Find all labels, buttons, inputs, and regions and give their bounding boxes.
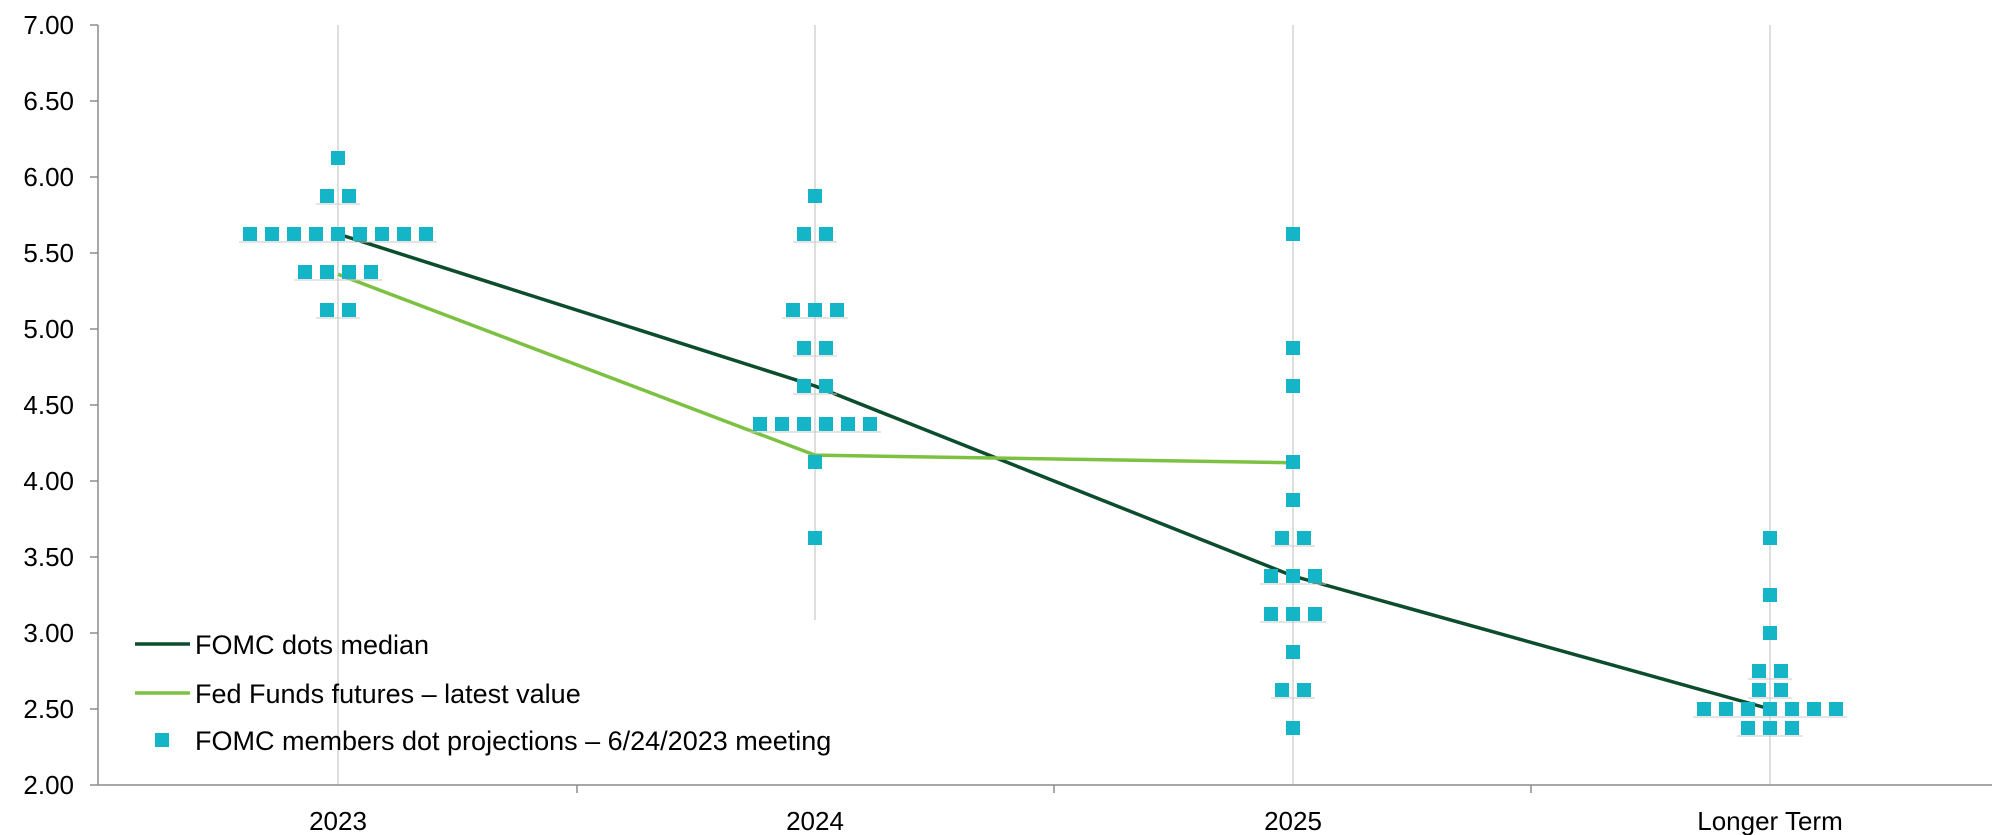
dot-4-6-2 [1719, 702, 1733, 716]
dot-4-6-3 [1741, 702, 1755, 716]
y-tick-label-1: 2.00 [23, 770, 74, 800]
dot-3-4-1 [1286, 455, 1300, 469]
dot-3-8-2 [1286, 607, 1300, 621]
dot-1-3-1 [243, 227, 257, 241]
y-tick-label-5: 4.00 [23, 466, 74, 496]
dot-4-6-1 [1697, 702, 1711, 716]
y-tick-label-2: 2.50 [23, 694, 74, 724]
dot-4-4-1 [1752, 664, 1766, 678]
y-tick-label-4: 3.50 [23, 542, 74, 572]
dot-2-2-2 [819, 227, 833, 241]
dot-4-6-4 [1763, 702, 1777, 716]
dot-3-2-1 [1286, 341, 1300, 355]
dot-4-5-2 [1774, 683, 1788, 697]
dot-1-4-4 [364, 265, 378, 279]
legend: FOMC dots median Fed Funds futures – late… [135, 630, 831, 756]
legend-swatch-3 [155, 733, 169, 747]
dot-2-6-1 [753, 417, 767, 431]
y-axis-tick-labels: 2.00 2.50 3.00 3.50 4.00 4.50 5.00 5.50 6.00 6.50… [23, 10, 74, 800]
dot-1-3-5 [331, 227, 345, 241]
dot-2-1-1 [808, 189, 822, 203]
dot-4-7-3 [1785, 721, 1799, 735]
legend-label-3: FOMC members dot projections – 6/24/2023… [195, 726, 831, 756]
x-tick-label-1: 2023 [309, 806, 367, 835]
dot-projections [239, 151, 1847, 737]
axes [90, 24, 1992, 793]
dot-2-6-2 [775, 417, 789, 431]
dot-1-3-8 [397, 227, 411, 241]
y-tick-label-6: 4.50 [23, 390, 74, 420]
dot-4-4-2 [1774, 664, 1788, 678]
dot-1-4-3 [342, 265, 356, 279]
y-tick-label-7: 5.00 [23, 314, 74, 344]
dot-1-2-2 [342, 189, 356, 203]
dot-2-5-1 [797, 379, 811, 393]
x-tick-label-3: 2025 [1264, 806, 1322, 835]
y-tick-label-8: 5.50 [23, 238, 74, 268]
dot-1-3-2 [265, 227, 279, 241]
legend-label-1: FOMC dots median [195, 630, 429, 660]
dot-3-11-1 [1286, 721, 1300, 735]
dot-1-3-6 [353, 227, 367, 241]
dot-3-10-1 [1275, 683, 1289, 697]
dot-1-3-9 [419, 227, 433, 241]
dot-2-6-5 [841, 417, 855, 431]
dot-3-3-1 [1286, 379, 1300, 393]
dot-4-7-2 [1763, 721, 1777, 735]
dot-2-5-2 [819, 379, 833, 393]
dot-1-2-1 [320, 189, 334, 203]
dot-3-6-2 [1297, 531, 1311, 545]
dot-4-2-1 [1763, 588, 1777, 602]
dot-3-5-1 [1286, 493, 1300, 507]
dot-4-5-1 [1752, 683, 1766, 697]
dot-1-3-7 [375, 227, 389, 241]
dot-2-6-4 [819, 417, 833, 431]
x-axis-tick-labels: 2023 2024 2025 Longer Term [309, 806, 1843, 835]
dot-4-3-1 [1763, 626, 1777, 640]
vertical-gridlines [337, 25, 1771, 785]
dot-2-4-2 [819, 341, 833, 355]
dot-1-4-2 [320, 265, 334, 279]
dot-2-7-1 [808, 455, 822, 469]
dot-3-10-2 [1297, 683, 1311, 697]
series-lines [337, 232, 1771, 711]
dot-2-3-3 [830, 303, 844, 317]
dot-4-6-6 [1807, 702, 1821, 716]
dot-3-8-3 [1308, 607, 1322, 621]
y-tick-label-10: 6.50 [23, 86, 74, 116]
dot-1-3-3 [287, 227, 301, 241]
dot-2-3-1 [786, 303, 800, 317]
dot-3-8-1 [1264, 607, 1278, 621]
dot-4-1-1 [1763, 531, 1777, 545]
dot-1-4-1 [298, 265, 312, 279]
dot-1-1-1 [331, 151, 345, 165]
y-tick-label-9: 6.00 [23, 162, 74, 192]
y-tick-label-11: 7.00 [23, 10, 74, 40]
dot-3-6-1 [1275, 531, 1289, 545]
dot-2-8-1 [808, 531, 822, 545]
legend-label-2: Fed Funds futures – latest value [195, 679, 581, 709]
dot-1-3-4 [309, 227, 323, 241]
series-line-1 [337, 232, 1771, 711]
x-tick-label-4: Longer Term [1697, 806, 1843, 835]
dot-3-9-1 [1286, 645, 1300, 659]
dot-1-5-2 [342, 303, 356, 317]
dot-2-4-1 [797, 341, 811, 355]
dot-2-6-3 [797, 417, 811, 431]
dot-1-5-1 [320, 303, 334, 317]
dot-3-7-2 [1286, 569, 1300, 583]
dot-3-7-1 [1264, 569, 1278, 583]
y-tick-label-3: 3.00 [23, 618, 74, 648]
dot-3-7-3 [1308, 569, 1322, 583]
x-tick-label-2: 2024 [786, 806, 844, 835]
dot-4-6-7 [1829, 702, 1843, 716]
dot-2-6-6 [863, 417, 877, 431]
dot-4-7-1 [1741, 721, 1755, 735]
dot-4-6-5 [1785, 702, 1799, 716]
dot-3-1-1 [1286, 227, 1300, 241]
dot-2-3-2 [808, 303, 822, 317]
dot-2-2-1 [797, 227, 811, 241]
